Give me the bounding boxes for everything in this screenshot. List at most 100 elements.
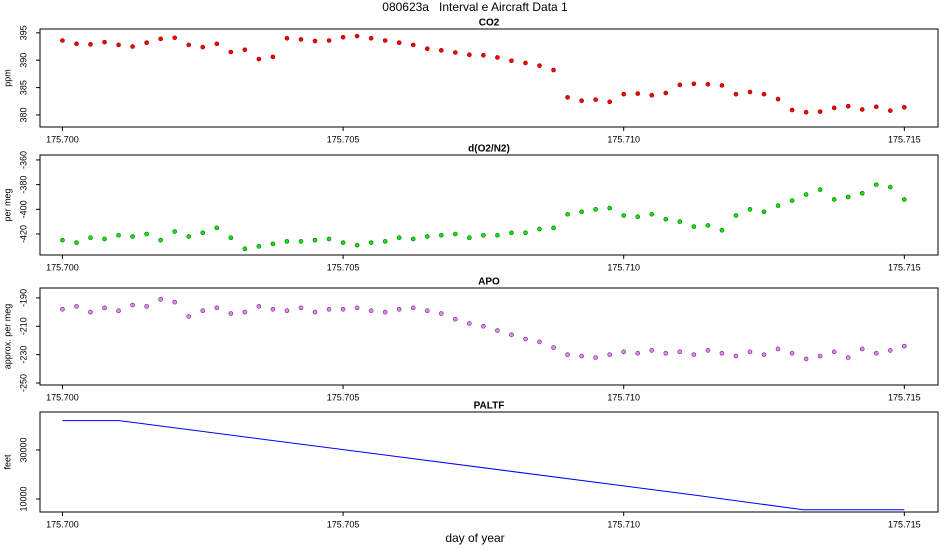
data-point	[424, 46, 430, 52]
data-point	[312, 309, 318, 315]
data-point	[635, 350, 641, 356]
data-point	[410, 42, 416, 48]
data-point	[887, 184, 893, 190]
data-point	[495, 328, 500, 333]
data-point	[284, 308, 290, 313]
x-tick-label: 175.715	[888, 392, 921, 402]
data-point	[481, 52, 486, 58]
data-point	[172, 229, 177, 234]
data-point	[382, 239, 388, 244]
data-point	[481, 232, 486, 238]
data-point	[579, 98, 584, 104]
data-point	[242, 309, 248, 315]
data-point	[761, 91, 767, 97]
data-point	[845, 355, 851, 360]
data-point	[803, 356, 809, 362]
data-point	[340, 34, 346, 40]
data-point	[551, 225, 556, 231]
data-point	[368, 240, 374, 245]
data-point	[396, 306, 402, 312]
data-point	[144, 231, 149, 237]
data-point	[298, 239, 304, 244]
data-point	[775, 96, 781, 102]
data-point	[789, 350, 795, 356]
data-point	[677, 219, 683, 224]
data-point	[902, 197, 907, 202]
data-point	[228, 311, 234, 316]
data-point	[621, 91, 627, 97]
data-point	[817, 353, 823, 359]
data-point	[74, 240, 79, 245]
data-point	[733, 213, 739, 218]
data-point	[509, 58, 514, 64]
data-point	[130, 44, 135, 49]
panel-title: PALTF	[474, 401, 505, 412]
data-point	[817, 187, 823, 192]
panel-title: d(O2/N2)	[468, 144, 510, 155]
data-point	[691, 224, 697, 229]
data-point	[621, 349, 627, 355]
data-point	[565, 95, 570, 100]
data-point	[326, 306, 332, 312]
data-point	[368, 308, 374, 313]
y-axis-label: approx. per meg	[2, 304, 12, 370]
x-tick-label: 175.700	[46, 262, 79, 272]
y-tick-label: 30000	[18, 437, 28, 462]
x-tick-label: 175.700	[46, 519, 79, 529]
x-tick-label: 175.710	[607, 519, 640, 529]
data-point	[467, 321, 472, 326]
data-point	[396, 40, 402, 45]
x-tick-label: 175.710	[607, 262, 640, 272]
data-point	[803, 192, 809, 197]
data-point	[649, 348, 655, 353]
data-point	[523, 230, 528, 236]
data-point	[130, 234, 135, 239]
data-point	[438, 311, 444, 316]
data-point	[621, 213, 627, 218]
data-point	[593, 355, 598, 360]
data-point	[102, 236, 107, 242]
y-tick-label: -400	[18, 200, 28, 218]
data-point	[228, 49, 234, 55]
data-point	[60, 38, 65, 43]
x-tick-label: 175.710	[607, 392, 640, 402]
data-point	[340, 306, 346, 312]
plot-frame	[39, 28, 939, 128]
data-point	[144, 40, 149, 45]
data-point	[368, 36, 374, 41]
data-point	[817, 109, 823, 114]
data-point	[382, 38, 388, 43]
data-point	[663, 90, 669, 96]
y-axis-label: feet	[2, 454, 12, 470]
data-point	[509, 332, 514, 338]
page-title: 080623a Interval e Aircraft Data 1	[382, 0, 568, 14]
data-point	[298, 305, 304, 311]
y-tick-label: -210	[18, 317, 28, 335]
data-point	[410, 305, 416, 311]
data-point	[312, 237, 318, 243]
y-tick-label: -420	[18, 225, 28, 243]
data-point	[481, 323, 486, 329]
data-point	[677, 349, 683, 355]
data-point	[902, 104, 907, 110]
data-point	[312, 38, 318, 44]
y-tick-label: -190	[18, 289, 28, 307]
data-point	[60, 237, 65, 243]
data-point	[649, 211, 655, 217]
data-point	[565, 352, 570, 357]
data-point	[887, 108, 893, 113]
data-point	[354, 242, 360, 248]
data-point	[453, 316, 458, 322]
data-point	[200, 308, 206, 313]
data-point	[214, 225, 220, 231]
data-point	[228, 235, 234, 241]
y-axis-label: ppm	[2, 69, 12, 87]
data-point	[130, 302, 135, 308]
x-tick-label: 175.705	[327, 134, 360, 144]
data-point	[242, 246, 248, 252]
data-point	[635, 91, 641, 96]
y-tick-label: -250	[18, 374, 28, 392]
data-point	[495, 232, 500, 238]
x-tick-label: 175.705	[327, 519, 360, 529]
data-point	[284, 239, 290, 244]
